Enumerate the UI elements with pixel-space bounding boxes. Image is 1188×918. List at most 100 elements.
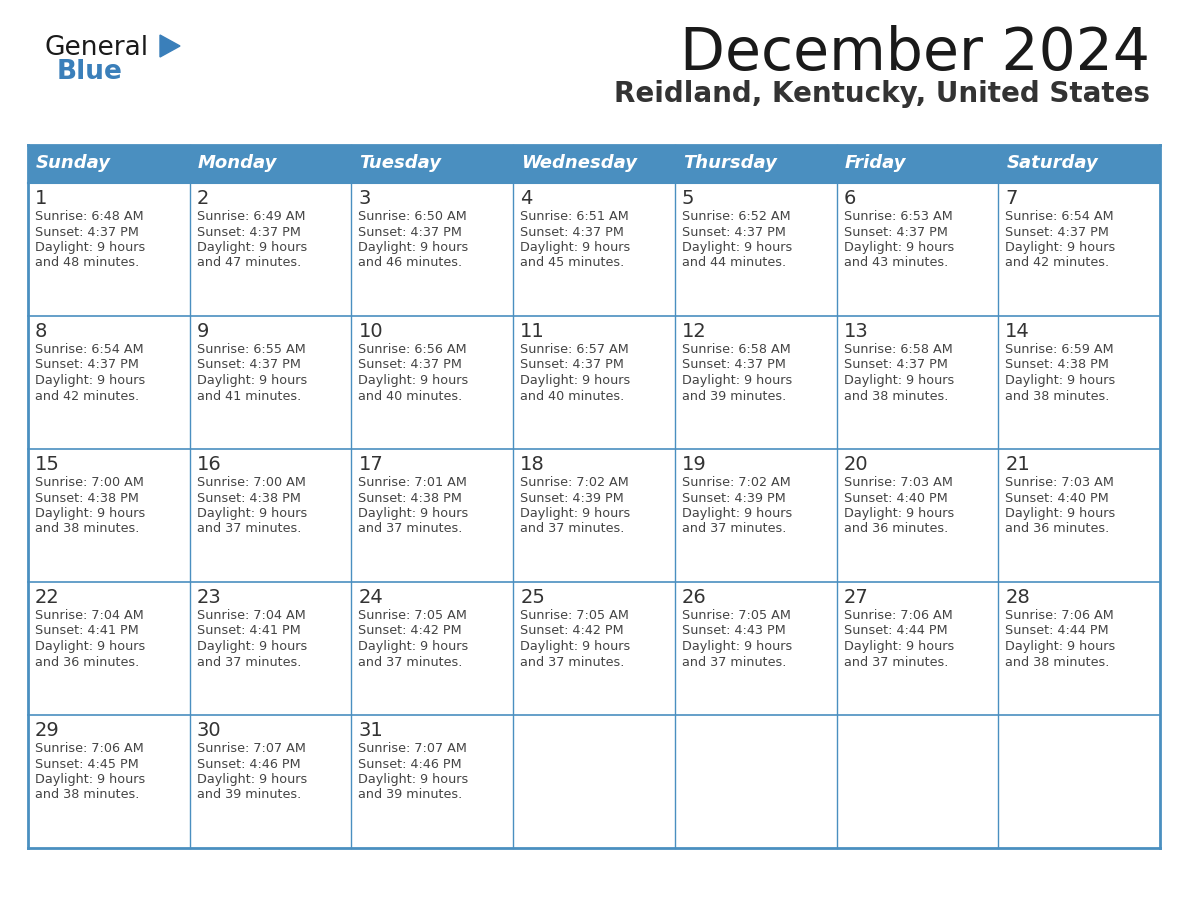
Text: and 47 minutes.: and 47 minutes.	[197, 256, 301, 270]
Text: Sunset: 4:37 PM: Sunset: 4:37 PM	[682, 226, 785, 239]
Text: Monday: Monday	[197, 154, 277, 172]
Text: and 36 minutes.: and 36 minutes.	[843, 522, 948, 535]
Text: Daylight: 9 hours: Daylight: 9 hours	[197, 374, 307, 387]
Text: Sunset: 4:37 PM: Sunset: 4:37 PM	[34, 359, 139, 372]
Text: 1: 1	[34, 189, 48, 208]
Text: and 45 minutes.: and 45 minutes.	[520, 256, 625, 270]
Bar	[29, 145, 190, 183]
Text: Sunday: Sunday	[36, 154, 110, 172]
Bar	[190, 145, 352, 183]
Text: 30: 30	[197, 721, 221, 740]
Bar	[190, 582, 352, 715]
Text: 2: 2	[197, 189, 209, 208]
Text: Sunset: 4:41 PM: Sunset: 4:41 PM	[197, 624, 301, 637]
Text: 15: 15	[34, 455, 59, 474]
Text: Sunset: 4:37 PM: Sunset: 4:37 PM	[520, 359, 624, 372]
Text: Sunset: 4:44 PM: Sunset: 4:44 PM	[1005, 624, 1108, 637]
Text: Tuesday: Tuesday	[360, 154, 442, 172]
Text: Sunset: 4:37 PM: Sunset: 4:37 PM	[843, 359, 948, 372]
Bar	[29, 449, 190, 582]
Text: Sunset: 4:39 PM: Sunset: 4:39 PM	[682, 491, 785, 505]
Bar	[29, 183, 190, 316]
Text: 19: 19	[682, 455, 707, 474]
Text: Sunrise: 6:54 AM: Sunrise: 6:54 AM	[1005, 210, 1114, 223]
Bar	[29, 582, 190, 715]
Bar	[513, 316, 675, 449]
Text: and 37 minutes.: and 37 minutes.	[359, 655, 463, 668]
Bar	[836, 715, 998, 848]
Text: 29: 29	[34, 721, 59, 740]
Bar	[998, 715, 1159, 848]
Text: Daylight: 9 hours: Daylight: 9 hours	[520, 507, 631, 520]
Text: and 37 minutes.: and 37 minutes.	[682, 522, 786, 535]
Text: and 42 minutes.: and 42 minutes.	[34, 389, 139, 402]
Text: Sunset: 4:46 PM: Sunset: 4:46 PM	[197, 757, 301, 770]
Text: and 44 minutes.: and 44 minutes.	[682, 256, 786, 270]
Text: Daylight: 9 hours: Daylight: 9 hours	[682, 241, 792, 254]
Bar	[513, 582, 675, 715]
Text: Daylight: 9 hours: Daylight: 9 hours	[682, 507, 792, 520]
Text: Sunrise: 7:05 AM: Sunrise: 7:05 AM	[359, 609, 467, 622]
Text: and 37 minutes.: and 37 minutes.	[520, 655, 625, 668]
Bar	[836, 449, 998, 582]
Text: Reidland, Kentucky, United States: Reidland, Kentucky, United States	[614, 80, 1150, 108]
Text: and 42 minutes.: and 42 minutes.	[1005, 256, 1110, 270]
Text: Sunrise: 7:06 AM: Sunrise: 7:06 AM	[34, 742, 144, 755]
Text: 14: 14	[1005, 322, 1030, 341]
Bar	[352, 183, 513, 316]
Text: and 39 minutes.: and 39 minutes.	[197, 789, 301, 801]
Text: Daylight: 9 hours: Daylight: 9 hours	[359, 640, 469, 653]
Text: and 38 minutes.: and 38 minutes.	[34, 789, 139, 801]
Bar	[836, 316, 998, 449]
Bar	[190, 715, 352, 848]
Text: 21: 21	[1005, 455, 1030, 474]
Text: and 37 minutes.: and 37 minutes.	[520, 522, 625, 535]
Text: Daylight: 9 hours: Daylight: 9 hours	[843, 374, 954, 387]
Text: Sunset: 4:38 PM: Sunset: 4:38 PM	[359, 491, 462, 505]
Text: and 38 minutes.: and 38 minutes.	[34, 522, 139, 535]
Text: Sunset: 4:40 PM: Sunset: 4:40 PM	[843, 491, 947, 505]
Bar	[675, 145, 836, 183]
Bar	[190, 183, 352, 316]
Text: Daylight: 9 hours: Daylight: 9 hours	[1005, 507, 1116, 520]
Text: Sunset: 4:37 PM: Sunset: 4:37 PM	[682, 359, 785, 372]
Text: Daylight: 9 hours: Daylight: 9 hours	[359, 241, 469, 254]
Text: Sunrise: 6:57 AM: Sunrise: 6:57 AM	[520, 343, 628, 356]
Text: and 48 minutes.: and 48 minutes.	[34, 256, 139, 270]
Text: and 38 minutes.: and 38 minutes.	[1005, 655, 1110, 668]
Text: Thursday: Thursday	[683, 154, 777, 172]
Text: Sunrise: 6:49 AM: Sunrise: 6:49 AM	[197, 210, 305, 223]
Text: 22: 22	[34, 588, 59, 607]
Text: and 41 minutes.: and 41 minutes.	[197, 389, 301, 402]
Text: 3: 3	[359, 189, 371, 208]
Text: Sunrise: 6:58 AM: Sunrise: 6:58 AM	[682, 343, 790, 356]
Bar	[513, 449, 675, 582]
Text: Daylight: 9 hours: Daylight: 9 hours	[197, 241, 307, 254]
Text: 31: 31	[359, 721, 384, 740]
Text: and 40 minutes.: and 40 minutes.	[359, 389, 462, 402]
Text: Sunset: 4:42 PM: Sunset: 4:42 PM	[520, 624, 624, 637]
Text: 5: 5	[682, 189, 694, 208]
Text: Sunrise: 7:06 AM: Sunrise: 7:06 AM	[1005, 609, 1114, 622]
Text: Sunset: 4:37 PM: Sunset: 4:37 PM	[34, 226, 139, 239]
Text: and 38 minutes.: and 38 minutes.	[1005, 389, 1110, 402]
Bar	[675, 316, 836, 449]
Text: and 39 minutes.: and 39 minutes.	[682, 389, 786, 402]
Text: and 46 minutes.: and 46 minutes.	[359, 256, 462, 270]
Text: Daylight: 9 hours: Daylight: 9 hours	[34, 507, 145, 520]
Polygon shape	[160, 35, 181, 57]
Text: Sunrise: 6:56 AM: Sunrise: 6:56 AM	[359, 343, 467, 356]
Text: Sunset: 4:39 PM: Sunset: 4:39 PM	[520, 491, 624, 505]
Text: 26: 26	[682, 588, 707, 607]
Bar	[190, 449, 352, 582]
Text: 27: 27	[843, 588, 868, 607]
Text: Daylight: 9 hours: Daylight: 9 hours	[520, 241, 631, 254]
Text: and 38 minutes.: and 38 minutes.	[843, 389, 948, 402]
Text: Daylight: 9 hours: Daylight: 9 hours	[197, 640, 307, 653]
Text: Sunrise: 6:59 AM: Sunrise: 6:59 AM	[1005, 343, 1114, 356]
Bar	[998, 183, 1159, 316]
Text: Sunset: 4:37 PM: Sunset: 4:37 PM	[1005, 226, 1110, 239]
Text: Sunrise: 7:04 AM: Sunrise: 7:04 AM	[197, 609, 305, 622]
Text: Sunrise: 6:55 AM: Sunrise: 6:55 AM	[197, 343, 305, 356]
Bar	[998, 582, 1159, 715]
